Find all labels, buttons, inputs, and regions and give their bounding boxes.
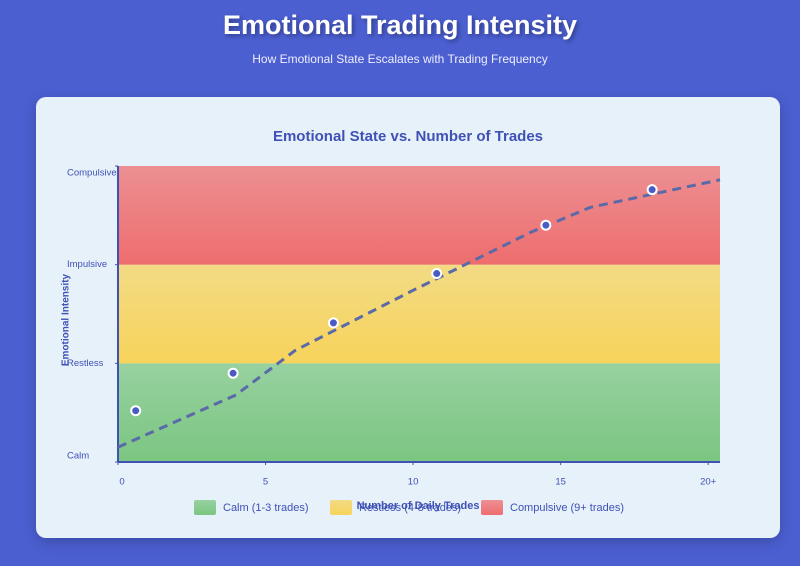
legend-label: Compulsive (9+ trades) xyxy=(510,502,624,514)
page-subtitle: How Emotional State Escalates with Tradi… xyxy=(252,52,548,66)
x-axis-label: Number of Daily Trades xyxy=(357,500,480,512)
page-title: Emotional Trading Intensity xyxy=(222,10,578,40)
y-tick-label: Calm xyxy=(67,451,89,462)
x-tick-label: 20+ xyxy=(700,477,717,488)
data-point xyxy=(327,317,339,329)
legend-swatch xyxy=(330,500,352,515)
y-tick-label: Compulsive xyxy=(67,168,117,179)
zone-band xyxy=(118,166,720,265)
zone-band xyxy=(118,264,720,364)
x-tick-label: 15 xyxy=(555,477,566,488)
x-tick-label: 10 xyxy=(408,477,419,488)
data-point xyxy=(227,367,239,379)
y-axis-label: Emotional Intensity xyxy=(61,273,72,366)
chart-title: Emotional State vs. Number of Trades xyxy=(273,128,543,145)
y-tick-label: Restless xyxy=(67,358,104,369)
data-point xyxy=(130,405,142,417)
data-point xyxy=(540,219,552,231)
zone-band xyxy=(118,363,720,462)
x-tick-label: 5 xyxy=(263,477,268,488)
trend-line xyxy=(117,178,721,449)
y-tick-label: Impulsive xyxy=(67,259,107,270)
legend-label: Calm (1-3 trades) xyxy=(223,502,309,514)
x-tick-label: 0 xyxy=(119,477,124,488)
data-point xyxy=(646,184,658,196)
legend-swatch xyxy=(194,500,216,515)
legend-swatch xyxy=(481,500,503,515)
legend-label: Restless (4-8 trades) xyxy=(359,502,461,514)
data-point xyxy=(431,268,443,280)
